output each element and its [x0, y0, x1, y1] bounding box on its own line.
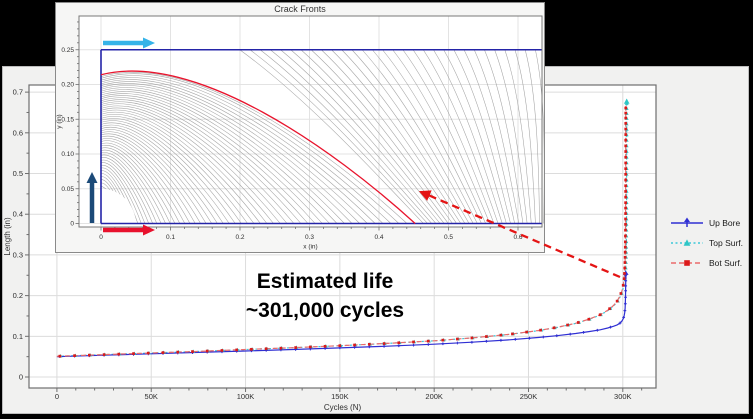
bore-growth-arrowhead	[86, 172, 98, 183]
legend-item-bot-surf-[interactable]: Bot Surf.	[671, 258, 742, 268]
inset-y-tick-labels: 0 0.05 0.10 0.15 0.20 0.25	[61, 47, 74, 228]
svg-text:0.25: 0.25	[61, 47, 74, 54]
y-axis-title: Length (in)	[3, 217, 12, 256]
inset-plot-area	[79, 16, 542, 227]
final-crack-front	[100, 70, 416, 224]
svg-text:0.3: 0.3	[305, 234, 314, 241]
inset-plot-frame	[78, 15, 543, 228]
inset-x-tick-labels: 0 0.1 0.2 0.3 0.4 0.5 0.6	[99, 234, 523, 241]
svg-text:200K: 200K	[425, 392, 443, 401]
svg-text:0.20: 0.20	[61, 82, 74, 89]
svg-text:0.1: 0.1	[166, 234, 175, 241]
svg-text:0.5: 0.5	[444, 234, 453, 241]
legend: Up Bore Top Surf. Bot Surf.	[671, 217, 743, 268]
crack-fronts-window: Crack Fronts 0 0.1 0.2 0.3 0.4 0.5 0.6 0 0.05 0.1…	[55, 2, 545, 253]
gray-crack-fronts	[100, 49, 544, 224]
svg-text:300K: 300K	[614, 392, 632, 401]
svg-text:50K: 50K	[145, 392, 158, 401]
svg-text:0.10: 0.10	[61, 151, 74, 158]
legend-label: Bot Surf.	[709, 258, 742, 268]
bottom-load-arrowhead	[143, 224, 155, 236]
series-line-up-bore	[56, 275, 627, 358]
legend-label: Up Bore	[709, 218, 740, 228]
inset-y-axis-title: y (in)	[56, 114, 63, 128]
x-axis-title: Cycles (N)	[324, 403, 362, 412]
crack-fronts-plot[interactable]: 0 0.1 0.2 0.3 0.4 0.5 0.6 0 0.05 0.10 0.15 0.20 0.25…	[56, 3, 544, 252]
top-load-arrowhead	[143, 37, 155, 49]
svg-text:0.5: 0.5	[13, 169, 23, 178]
svg-text:0: 0	[55, 392, 59, 401]
svg-text:0.3: 0.3	[13, 250, 23, 259]
legend-item-up-bore[interactable]: Up Bore	[671, 217, 740, 229]
svg-text:0.1: 0.1	[13, 332, 23, 341]
svg-text:0: 0	[99, 234, 103, 241]
svg-text:0.15: 0.15	[61, 116, 74, 123]
svg-text:0.4: 0.4	[374, 234, 383, 241]
estimated-life-line2: ~301,000 cycles	[245, 299, 405, 322]
x-axis-tick-labels: 0 50K 100K 150K 200K 250K 300K	[55, 392, 632, 401]
svg-text:0.2: 0.2	[235, 234, 244, 241]
svg-text:250K: 250K	[520, 392, 538, 401]
svg-text:0.6: 0.6	[513, 234, 522, 241]
svg-text:0.05: 0.05	[61, 186, 74, 193]
bore-hole	[101, 188, 136, 224]
svg-text:0.4: 0.4	[13, 210, 23, 219]
svg-text:0.2: 0.2	[13, 291, 23, 300]
series-markers-bot-surf-	[58, 106, 628, 358]
crack-fronts-window-title[interactable]: Crack Fronts	[274, 4, 326, 14]
y-axis-tick-labels: 0 0.1 0.2 0.3 0.4 0.5 0.6 0.7	[13, 88, 23, 382]
legend-label: Top Surf.	[709, 238, 743, 248]
svg-text:150K: 150K	[331, 392, 349, 401]
legend-item-top-surf-[interactable]: Top Surf.	[671, 238, 743, 248]
estimated-life-line1: Estimated life	[256, 270, 394, 293]
direction-arrows	[86, 37, 155, 236]
svg-text:0: 0	[19, 373, 23, 382]
svg-text:0.7: 0.7	[13, 88, 23, 97]
estimated-life-annotation: Estimated life ~301,000 cycles	[190, 267, 460, 325]
svg-text:100K: 100K	[237, 392, 255, 401]
series-line-bot-surf-	[56, 105, 627, 357]
svg-text:0: 0	[70, 221, 74, 228]
svg-text:0.6: 0.6	[13, 128, 23, 137]
inset-x-axis-title: x (in)	[303, 244, 317, 251]
